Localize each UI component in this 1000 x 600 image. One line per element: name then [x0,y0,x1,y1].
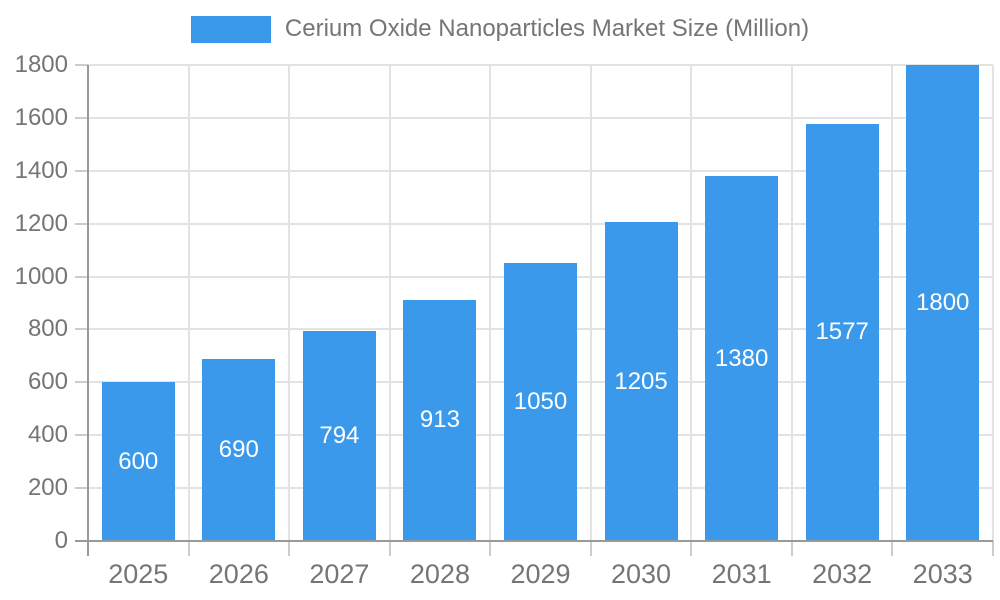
x-axis-tick [187,541,190,556]
x-tick-label: 2026 [208,559,269,589]
bar-2032[interactable] [805,123,879,541]
bar-2029[interactable] [504,263,577,541]
legend-label: Cerium Oxide Nanoparticles Market Size (… [284,15,810,42]
x-axis-tick [992,541,994,556]
bar-2025[interactable] [101,382,175,541]
gridline [992,65,994,541]
y-axis-tick [75,434,88,437]
y-tick-label: 200 [27,474,68,502]
y-tick-label: 1400 [14,156,68,184]
gridline [187,65,190,541]
bar-value-label: 600 [118,447,159,475]
gridline [388,65,391,541]
y-tick-label: 400 [27,421,68,449]
x-axis-tick [388,541,391,556]
gridline [88,222,993,225]
bar-2031[interactable] [705,176,779,541]
x-axis-tick [589,541,592,556]
bar-2033[interactable] [906,65,980,541]
x-axis-tick [690,541,693,556]
y-axis-tick [75,275,88,278]
bar-value-label: 1577 [815,318,869,346]
y-tick-label: 1800 [14,51,68,78]
y-tick-label: 1600 [14,103,68,131]
y-tick-label: 1000 [14,262,68,290]
x-tick-label: 2025 [108,559,169,589]
y-axis-tick [75,328,88,331]
x-tick-label: 2027 [309,559,370,589]
x-axis-tick [288,541,291,556]
bar-2026[interactable] [202,358,276,541]
x-axis-tick [790,541,793,556]
gridline [489,65,492,541]
gridline [891,65,894,541]
gridline [88,64,993,66]
gridline [790,65,793,541]
gridline [690,65,693,541]
gridline [288,65,291,541]
bar-value-label: 690 [218,435,259,463]
x-axis-line [75,540,993,542]
x-tick-label: 2033 [912,559,973,589]
y-axis-tick [75,116,88,119]
bar-2030[interactable] [604,222,678,541]
gridline [589,65,592,541]
x-tick-label: 2030 [611,559,672,589]
y-axis-tick [75,64,88,66]
bar-value-label: 794 [319,422,360,449]
bar-2027[interactable] [302,331,376,541]
y-axis-tick [75,169,88,172]
bar-value-label: 1380 [714,344,769,372]
y-tick-label: 600 [27,368,68,396]
x-tick-label: 2032 [812,559,873,589]
bar-2028[interactable] [403,299,477,541]
bar-value-label: 1205 [614,367,668,395]
y-axis-tick [75,381,88,384]
gridline [88,116,993,119]
legend-color-swatch [190,15,271,43]
gridline [88,169,993,172]
bar-value-label: 1050 [513,388,568,416]
y-axis-tick [75,487,88,490]
x-axis-tick [891,541,894,556]
y-axis-line [87,65,89,556]
x-tick-label: 2028 [409,559,470,589]
y-tick-label: 800 [27,315,68,343]
y-axis-tick [75,222,88,225]
y-tick-label: 1200 [14,209,68,237]
x-tick-label: 2031 [711,559,772,589]
x-axis-tick [489,541,492,556]
chart-legend[interactable]: Cerium Oxide Nanoparticles Market Size (… [0,15,1000,43]
x-tick-label: 2029 [510,559,571,589]
bar-value-label: 913 [419,406,460,434]
bar-value-label: 1800 [916,289,970,316]
y-tick-label: 0 [54,527,68,554]
